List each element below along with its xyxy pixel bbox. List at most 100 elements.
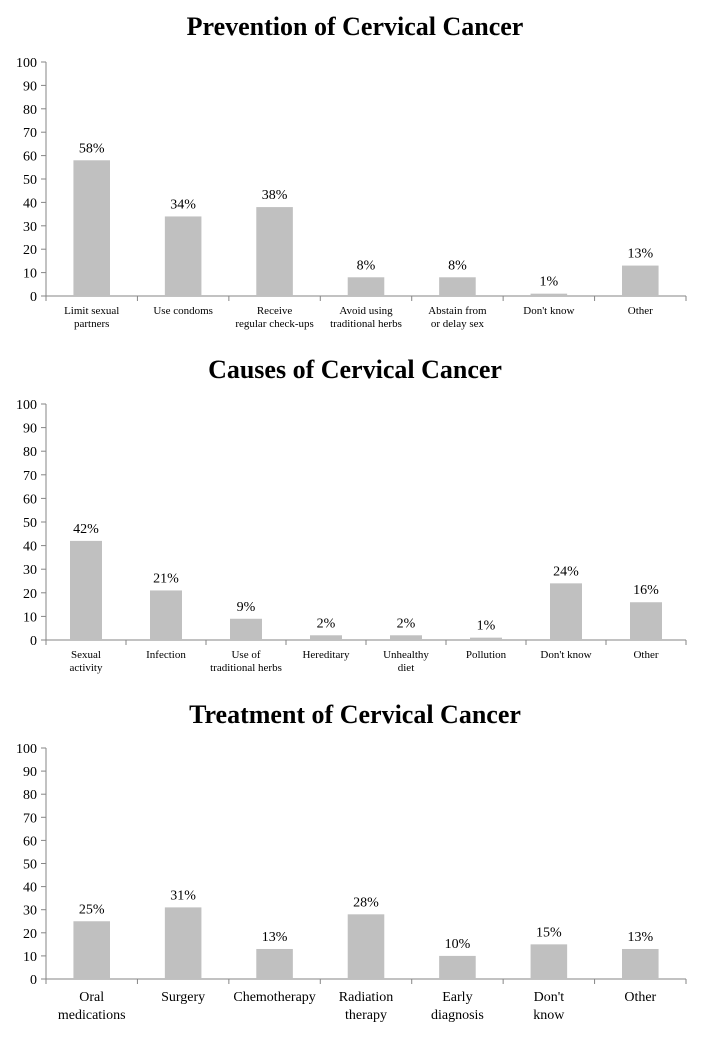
y-tick-label: 40: [23, 540, 37, 555]
category-label: regular check-ups: [235, 318, 314, 330]
data-label: 34%: [170, 197, 196, 212]
category-label: medications: [58, 1008, 126, 1023]
data-label: 38%: [262, 188, 288, 203]
y-tick-label: 60: [23, 492, 37, 507]
data-label: 16%: [633, 583, 659, 598]
category-label: Sexual: [71, 649, 101, 661]
y-tick-label: 100: [16, 742, 37, 757]
y-tick-label: 70: [23, 469, 37, 484]
data-label: 13%: [627, 930, 653, 945]
data-label: 8%: [357, 258, 376, 273]
y-tick-label: 70: [23, 126, 37, 141]
category-label: therapy: [345, 1008, 387, 1023]
category-label: Use of: [231, 649, 260, 661]
category-label: know: [533, 1008, 565, 1023]
category-label: activity: [70, 662, 103, 674]
y-tick-label: 20: [23, 587, 37, 602]
bar: [550, 583, 582, 640]
category-label: Other: [624, 990, 656, 1005]
y-tick-label: 10: [23, 610, 37, 625]
bar: [530, 944, 568, 979]
category-label: Pollution: [466, 649, 507, 661]
category-label: Receive: [257, 305, 293, 317]
bar: [347, 277, 385, 296]
y-tick-label: 100: [16, 56, 37, 71]
y-tick-label: 70: [23, 811, 37, 826]
bar: [150, 590, 182, 640]
data-label: 2%: [397, 616, 416, 631]
category-label: Don't: [534, 990, 565, 1005]
y-tick-label: 10: [23, 950, 37, 965]
bar: [256, 207, 293, 296]
y-tick-label: 0: [30, 634, 37, 649]
category-label: Unhealthy: [383, 649, 429, 661]
category-label: Hereditary: [302, 649, 350, 661]
y-tick-label: 80: [23, 103, 37, 118]
category-label: Oral: [79, 990, 104, 1005]
data-label: 1%: [477, 619, 496, 634]
y-tick-label: 30: [23, 563, 37, 578]
bar: [390, 635, 422, 640]
category-label: Radiation: [339, 990, 393, 1005]
chart-title: Treatment of Cervical Cancer: [189, 700, 521, 729]
y-tick-label: 10: [23, 267, 37, 282]
category-label: diagnosis: [431, 1008, 484, 1023]
bar: [310, 635, 342, 640]
category-label: Surgery: [161, 990, 205, 1005]
y-tick-label: 40: [23, 196, 37, 211]
y-tick-label: 0: [30, 290, 37, 305]
bar: [530, 293, 568, 296]
y-tick-label: 20: [23, 243, 37, 258]
data-label: 28%: [353, 895, 379, 910]
bar: [470, 637, 502, 640]
data-label: 1%: [540, 275, 559, 290]
y-tick-label: 90: [23, 79, 37, 94]
y-tick-label: 0: [30, 973, 37, 988]
data-label: 24%: [553, 564, 579, 579]
bar: [73, 921, 110, 979]
y-tick-label: 80: [23, 445, 37, 460]
bar: [622, 948, 659, 979]
y-tick-label: 90: [23, 765, 37, 780]
data-label: 58%: [79, 141, 105, 156]
data-label: 8%: [448, 258, 467, 273]
bar: [164, 907, 202, 979]
chart-title: Prevention of Cervical Cancer: [186, 12, 524, 41]
y-tick-label: 50: [23, 173, 37, 188]
category-label: Infection: [146, 649, 186, 661]
y-tick-label: 90: [23, 422, 37, 437]
category-label: Avoid using: [339, 305, 393, 317]
prevention-plot: 0 10 20 30 40 50 60 70 80 90 100 58% Limit sexualpar…: [16, 56, 687, 330]
category-label: partners: [74, 318, 109, 330]
data-label: 9%: [237, 600, 256, 615]
data-label: 21%: [153, 571, 179, 586]
bar: [73, 160, 110, 296]
category-label: Limit sexual: [64, 305, 119, 317]
data-label: 15%: [536, 925, 562, 940]
bar: [630, 602, 662, 640]
category-label: Don't know: [523, 305, 574, 317]
bar: [439, 955, 476, 979]
y-tick-label: 30: [23, 220, 37, 235]
data-label: 25%: [79, 902, 105, 917]
bar: [256, 948, 293, 979]
category-label: or delay sex: [431, 318, 485, 330]
y-tick-label: 80: [23, 788, 37, 803]
data-label: 13%: [627, 247, 653, 262]
category-label: Other: [628, 305, 653, 317]
y-tick-label: 60: [23, 150, 37, 165]
chart-title: Causes of Cervical Cancer: [208, 355, 502, 384]
y-tick-label: 60: [23, 834, 37, 849]
category-label: Chemotherapy: [233, 990, 315, 1005]
y-tick-label: 50: [23, 858, 37, 873]
bar: [164, 216, 202, 296]
category-label: diet: [398, 662, 415, 674]
bar: [439, 277, 476, 296]
category-label: Other: [633, 649, 658, 661]
data-label: 31%: [170, 888, 196, 903]
y-tick-label: 30: [23, 904, 37, 919]
y-tick-label: 40: [23, 881, 37, 896]
data-label: 42%: [73, 522, 99, 537]
